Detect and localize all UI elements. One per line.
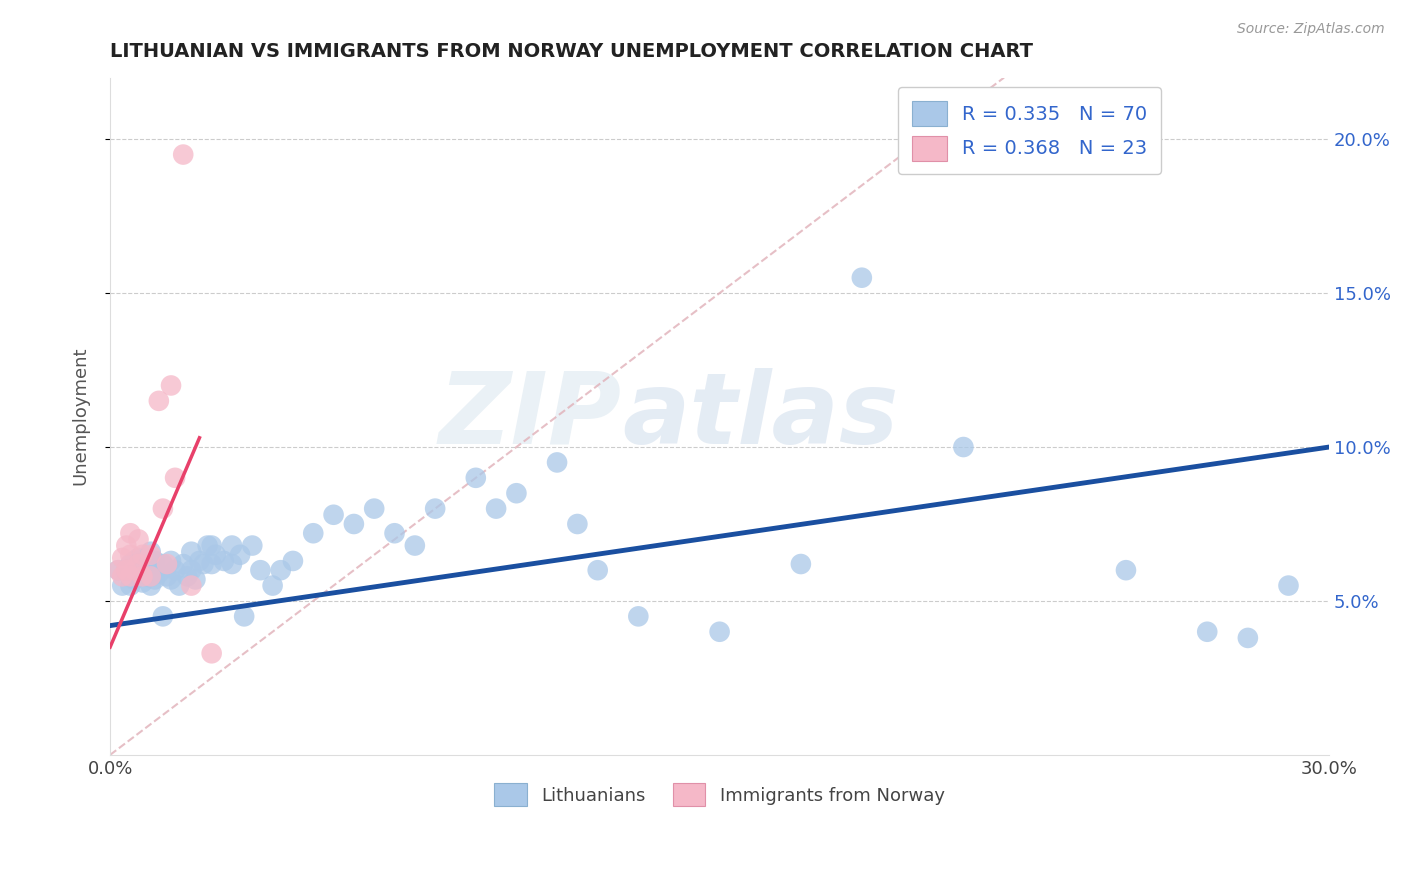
Point	[627, 609, 650, 624]
Point	[1277, 578, 1299, 592]
Point	[152, 501, 174, 516]
Point	[262, 578, 284, 592]
Point	[193, 557, 215, 571]
Point	[302, 526, 325, 541]
Point	[425, 501, 447, 516]
Point	[120, 548, 142, 562]
Point	[156, 557, 179, 571]
Point	[201, 557, 224, 571]
Point	[139, 578, 162, 592]
Point	[201, 539, 224, 553]
Point	[180, 578, 202, 592]
Point	[131, 557, 153, 571]
Point	[212, 554, 235, 568]
Point	[160, 573, 183, 587]
Point	[152, 557, 174, 571]
Point	[131, 575, 153, 590]
Point	[128, 550, 150, 565]
Point	[111, 569, 134, 583]
Text: ZIP: ZIP	[439, 368, 621, 465]
Point	[107, 563, 129, 577]
Point	[128, 569, 150, 583]
Point	[1237, 631, 1260, 645]
Text: Source: ZipAtlas.com: Source: ZipAtlas.com	[1237, 22, 1385, 37]
Point	[120, 557, 142, 571]
Point	[115, 539, 138, 553]
Text: LITHUANIAN VS IMMIGRANTS FROM NORWAY UNEMPLOYMENT CORRELATION CHART: LITHUANIAN VS IMMIGRANTS FROM NORWAY UNE…	[110, 42, 1033, 61]
Point	[160, 378, 183, 392]
Point	[201, 646, 224, 660]
Point	[233, 609, 256, 624]
Point	[135, 569, 157, 583]
Point	[270, 563, 292, 577]
Point	[1115, 563, 1137, 577]
Point	[176, 569, 198, 583]
Point	[152, 609, 174, 624]
Text: atlas: atlas	[621, 368, 898, 465]
Point	[111, 578, 134, 592]
Point	[120, 578, 142, 592]
Point	[115, 563, 138, 577]
Legend: Lithuanians, Immigrants from Norway: Lithuanians, Immigrants from Norway	[488, 776, 952, 814]
Point	[139, 569, 162, 583]
Point	[343, 516, 366, 531]
Point	[505, 486, 527, 500]
Point	[384, 526, 406, 541]
Point	[221, 557, 243, 571]
Point	[124, 563, 146, 577]
Point	[229, 548, 252, 562]
Point	[115, 563, 138, 577]
Point	[139, 557, 162, 571]
Point	[197, 539, 219, 553]
Point	[165, 471, 187, 485]
Point	[363, 501, 385, 516]
Point	[143, 554, 166, 568]
Point	[546, 455, 568, 469]
Point	[404, 539, 426, 553]
Point	[172, 557, 194, 571]
Point	[851, 270, 873, 285]
Point	[165, 563, 187, 577]
Point	[148, 393, 170, 408]
Point	[139, 545, 162, 559]
Y-axis label: Unemployment: Unemployment	[72, 347, 89, 485]
Point	[139, 569, 162, 583]
Point	[322, 508, 344, 522]
Point	[485, 501, 508, 516]
Point	[249, 563, 271, 577]
Point	[160, 554, 183, 568]
Point	[167, 578, 190, 592]
Point	[188, 554, 211, 568]
Point	[156, 569, 179, 583]
Point	[107, 563, 129, 577]
Point	[184, 573, 207, 587]
Point	[790, 557, 813, 571]
Point	[952, 440, 974, 454]
Point	[111, 550, 134, 565]
Point	[148, 566, 170, 581]
Point	[1197, 624, 1219, 639]
Point	[131, 548, 153, 562]
Point	[180, 545, 202, 559]
Point	[567, 516, 589, 531]
Point	[240, 539, 263, 553]
Point	[464, 471, 486, 485]
Point	[124, 554, 146, 568]
Point	[172, 147, 194, 161]
Point	[586, 563, 609, 577]
Point	[128, 557, 150, 571]
Point	[709, 624, 731, 639]
Point	[221, 539, 243, 553]
Point	[139, 548, 162, 562]
Point	[128, 533, 150, 547]
Point	[120, 569, 142, 583]
Point	[281, 554, 304, 568]
Point	[204, 548, 226, 562]
Point	[135, 550, 157, 565]
Point	[143, 573, 166, 587]
Point	[131, 569, 153, 583]
Point	[180, 563, 202, 577]
Point	[120, 526, 142, 541]
Point	[124, 573, 146, 587]
